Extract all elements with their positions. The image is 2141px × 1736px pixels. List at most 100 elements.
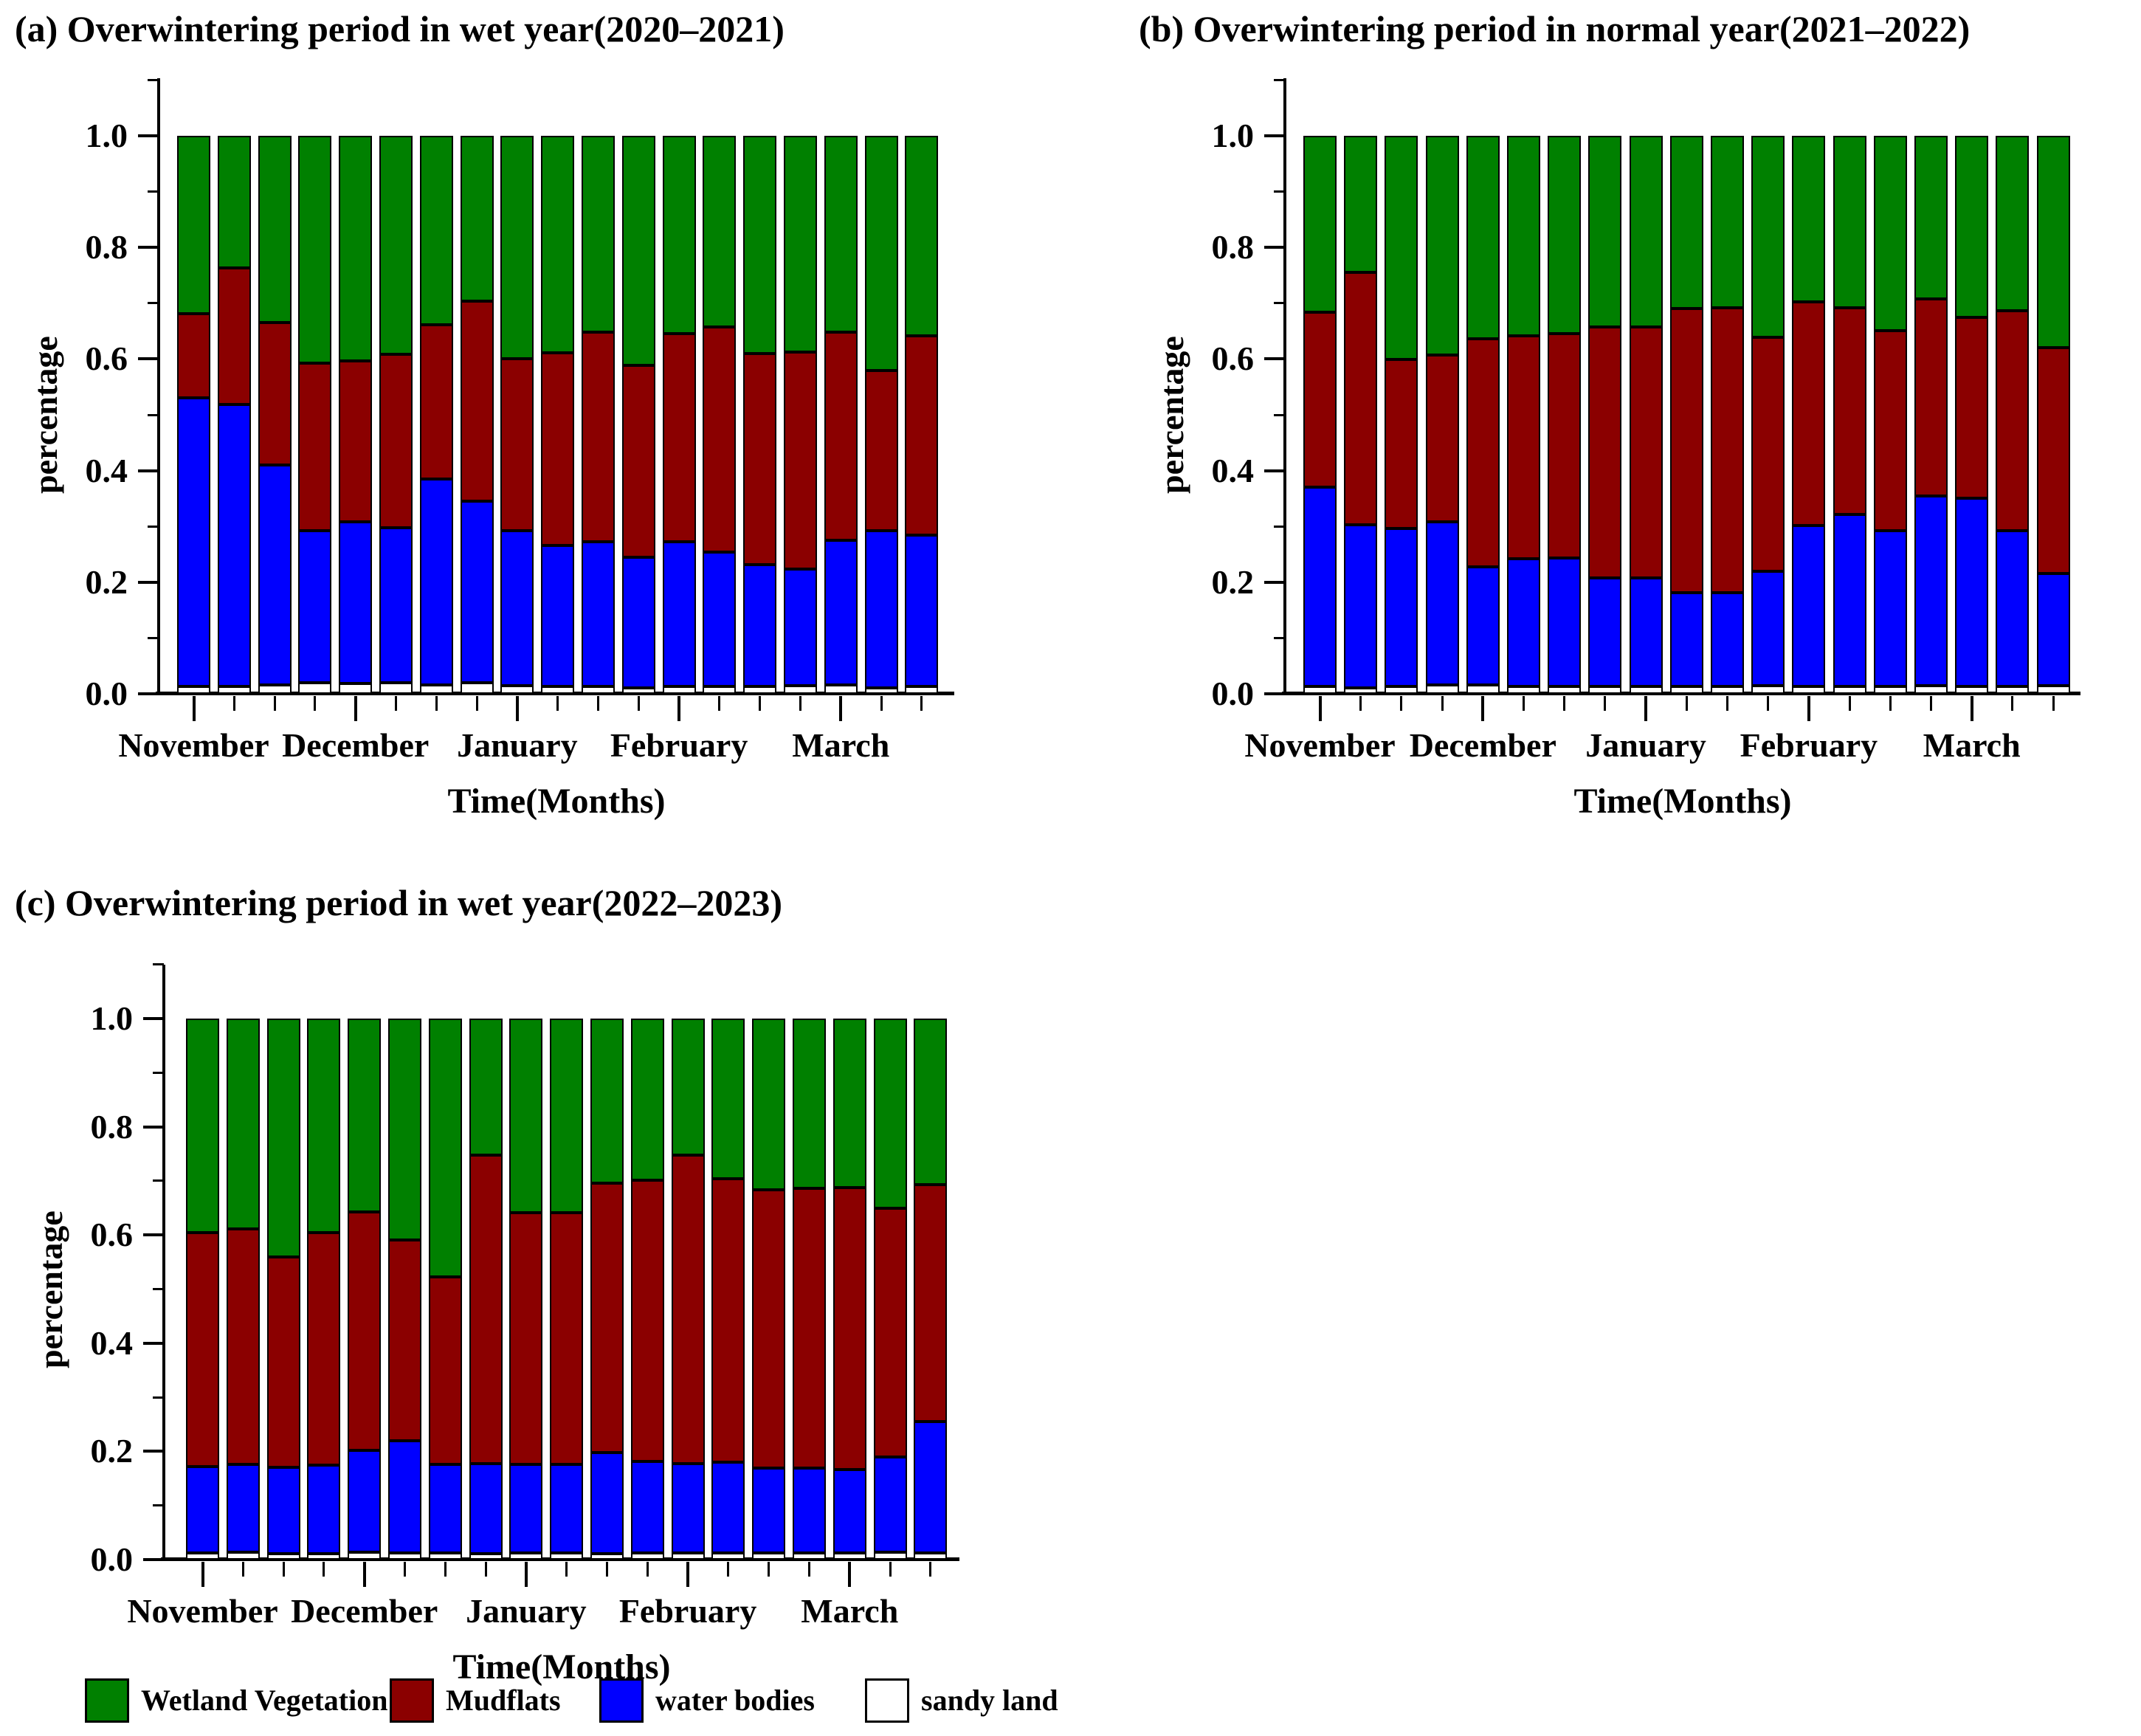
- bar-segment-sandy-land: [1507, 686, 1540, 694]
- bar-segment-mudflats: [500, 358, 534, 531]
- bar-segment-water-bodies: [186, 1466, 219, 1554]
- bar-segment-sandy-land: [298, 682, 332, 694]
- y-major-tick: [1264, 246, 1285, 249]
- chart-a-plot: 0.0 0.2 0.4 0.6 0.8 1.0 November December Januar…: [27, 78, 954, 821]
- x-minor-tick: [606, 1562, 608, 1577]
- y-tick-label: 1.0: [90, 999, 134, 1037]
- bar-segment-sandy-land: [671, 1553, 705, 1560]
- bar-segment-mudflats: [1466, 339, 1500, 567]
- bar-segment-mudflats: [348, 1211, 382, 1450]
- bar-segment-wetland-vegetation: [1955, 136, 1989, 317]
- y-major-tick: [143, 1233, 164, 1237]
- x-minor-tick: [232, 696, 235, 711]
- bar-segment-sandy-land: [752, 1553, 786, 1560]
- x-minor-tick: [435, 696, 438, 711]
- bar-segment-water-bodies: [1873, 530, 1907, 687]
- bar-segment-wetland-vegetation: [339, 136, 373, 361]
- x-major-tick: [678, 696, 681, 721]
- bar-segment-wetland-vegetation: [1303, 136, 1337, 312]
- x-major-tick: [1807, 696, 1810, 721]
- bar-segment-wetland-vegetation: [1669, 136, 1703, 309]
- bar-segment-water-bodies: [500, 531, 534, 686]
- bar-segment-mudflats: [541, 353, 575, 545]
- y-tick-label: 0.0: [1211, 675, 1255, 712]
- legend-item-water-bodies: water bodies: [599, 1674, 815, 1727]
- bar-segment-mudflats: [460, 300, 494, 502]
- bar-segment-water-bodies: [226, 1464, 260, 1553]
- y-major-tick: [143, 1558, 164, 1561]
- bar-segment-wetland-vegetation: [784, 136, 817, 353]
- bar-segment-sandy-land: [2036, 686, 2070, 694]
- legend-label: Wetland Vegetation: [141, 1684, 388, 1717]
- x-month-label: January: [457, 726, 578, 764]
- x-month-label: November: [1244, 726, 1396, 764]
- x-month-label: December: [291, 1592, 438, 1630]
- bar-segment-water-bodies: [469, 1463, 503, 1554]
- bar-segment-wetland-vegetation: [824, 136, 858, 333]
- bar-segment-mudflats: [873, 1208, 907, 1458]
- x-major-tick: [201, 1562, 204, 1587]
- x-major-tick: [354, 696, 357, 721]
- x-major-tick: [1970, 696, 1973, 721]
- bar-segment-water-bodies: [1507, 559, 1540, 687]
- x-minor-tick: [718, 696, 721, 711]
- bar-segment-mudflats: [1344, 272, 1378, 525]
- bar-segment-sandy-land: [307, 1553, 341, 1560]
- y-axis-line: [157, 78, 160, 695]
- bar-segment-sandy-land: [1385, 686, 1418, 694]
- bar-segment-mudflats: [743, 353, 777, 565]
- x-minor-tick: [1359, 696, 1362, 711]
- bar-segment-wetland-vegetation: [1385, 136, 1418, 360]
- x-month-label: December: [282, 726, 430, 764]
- bar-segment-water-bodies: [1751, 571, 1785, 686]
- y-tick-label: 0.4: [1211, 451, 1255, 489]
- bar-segment-sandy-land: [832, 1553, 866, 1560]
- legend-item-wetland-vegetation: Wetland Vegetation: [85, 1674, 387, 1727]
- x-month-label: January: [466, 1592, 587, 1630]
- bar-segment-water-bodies: [1792, 526, 1826, 687]
- bar-segment-mudflats: [1507, 336, 1540, 559]
- y-minor-tick: [1274, 636, 1285, 639]
- bar-segment-mudflats: [388, 1239, 421, 1441]
- bar-segment-water-bodies: [1996, 530, 2030, 687]
- bar-segment-wetland-vegetation: [1507, 136, 1540, 337]
- bar-segment-water-bodies: [217, 404, 251, 687]
- y-tick-label: 0.6: [85, 340, 128, 378]
- bar-segment-wetland-vegetation: [1792, 136, 1826, 303]
- x-minor-tick: [395, 696, 397, 711]
- bar-segment-wetland-vegetation: [226, 1019, 260, 1230]
- bar-segment-water-bodies: [177, 398, 210, 687]
- x-minor-tick: [1726, 696, 1728, 711]
- bar-segment-water-bodies: [1466, 566, 1500, 685]
- y-tick-label: 0.6: [1211, 340, 1255, 378]
- y-axis-line: [1283, 78, 1286, 695]
- bar-segment-sandy-land: [743, 686, 777, 694]
- x-minor-tick: [1930, 696, 1932, 711]
- bar-segment-sandy-land: [824, 684, 858, 694]
- bar-segment-water-bodies: [873, 1457, 907, 1553]
- bar-segment-wetland-vegetation: [500, 136, 534, 359]
- x-minor-tick: [929, 1562, 932, 1577]
- bar-segment-wetland-vegetation: [873, 1019, 907, 1209]
- bar-segment-sandy-land: [177, 686, 210, 694]
- y-tick-label: 0.4: [85, 451, 128, 489]
- x-month-label: November: [127, 1592, 278, 1630]
- bar-segment-mudflats: [1996, 310, 2030, 531]
- bar-segment-mudflats: [590, 1182, 624, 1453]
- legend-label: water bodies: [655, 1684, 815, 1717]
- bar-segment-sandy-land: [1955, 686, 1989, 694]
- bar-segment-mudflats: [1303, 311, 1337, 488]
- bar-segment-wetland-vegetation: [1629, 136, 1663, 327]
- bar-segment-sandy-land: [217, 686, 251, 694]
- bar-segment-water-bodies: [743, 565, 777, 687]
- y-tick-label: 0.4: [90, 1323, 134, 1362]
- bar-segment-sandy-land: [590, 1553, 624, 1560]
- bar-segment-wetland-vegetation: [864, 136, 898, 371]
- bar-segment-sandy-land: [873, 1552, 907, 1560]
- bar-segment-wetland-vegetation: [1751, 136, 1785, 337]
- bar-segment-sandy-land: [550, 1553, 584, 1560]
- bar-segment-water-bodies: [1588, 577, 1622, 687]
- bar-segment-wetland-vegetation: [460, 136, 494, 301]
- y-minor-tick: [148, 636, 159, 639]
